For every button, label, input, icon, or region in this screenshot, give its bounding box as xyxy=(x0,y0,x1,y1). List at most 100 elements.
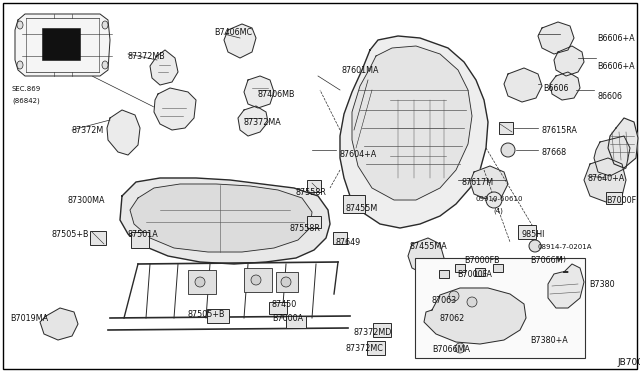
Bar xyxy=(606,192,622,204)
Ellipse shape xyxy=(17,61,23,69)
Polygon shape xyxy=(154,88,196,130)
Polygon shape xyxy=(15,14,110,76)
Text: 87505+B: 87505+B xyxy=(187,310,225,319)
Text: 87455M: 87455M xyxy=(346,204,378,213)
Text: 87617M: 87617M xyxy=(461,178,493,187)
Bar xyxy=(415,258,585,358)
Bar xyxy=(286,316,306,328)
Polygon shape xyxy=(224,24,256,58)
Text: 87063: 87063 xyxy=(432,296,457,305)
Text: N: N xyxy=(492,198,496,202)
Text: B7066MA: B7066MA xyxy=(432,345,470,354)
Circle shape xyxy=(281,277,291,287)
Text: 87450: 87450 xyxy=(272,300,297,309)
Polygon shape xyxy=(550,72,580,100)
Text: 87062: 87062 xyxy=(440,314,465,323)
Text: B7000F: B7000F xyxy=(606,196,636,205)
Text: (4): (4) xyxy=(493,207,503,214)
Circle shape xyxy=(467,297,477,307)
Bar xyxy=(333,232,347,244)
Text: 87455MA: 87455MA xyxy=(410,242,448,251)
Bar xyxy=(244,268,272,292)
Bar xyxy=(207,309,229,323)
Text: B7380: B7380 xyxy=(589,280,614,289)
Text: B7406MC: B7406MC xyxy=(214,28,252,37)
Text: B7000FB: B7000FB xyxy=(464,256,500,265)
Text: JB7004EH: JB7004EH xyxy=(617,358,640,367)
Text: 87640+A: 87640+A xyxy=(587,174,624,183)
Bar xyxy=(343,195,365,213)
Bar xyxy=(455,264,465,272)
Circle shape xyxy=(501,143,515,157)
Polygon shape xyxy=(594,136,630,176)
Bar xyxy=(276,272,298,292)
Polygon shape xyxy=(40,308,78,340)
Text: B7066M: B7066M xyxy=(530,256,563,265)
Polygon shape xyxy=(584,158,626,202)
Text: 86606: 86606 xyxy=(597,92,622,101)
Text: 09910-60610: 09910-60610 xyxy=(476,196,524,202)
Polygon shape xyxy=(608,118,638,168)
Text: 87372MB: 87372MB xyxy=(128,52,166,61)
Text: B7019MA: B7019MA xyxy=(10,314,48,323)
Polygon shape xyxy=(352,46,472,200)
Text: 87372MA: 87372MA xyxy=(244,118,282,127)
Bar xyxy=(131,232,149,248)
Text: B7380+A: B7380+A xyxy=(530,336,568,345)
Bar xyxy=(307,180,321,192)
Bar xyxy=(269,302,287,314)
Text: B7000A: B7000A xyxy=(272,314,303,323)
Polygon shape xyxy=(538,22,574,54)
Polygon shape xyxy=(424,288,526,344)
Ellipse shape xyxy=(102,21,108,29)
Text: 985HI: 985HI xyxy=(521,230,545,239)
Circle shape xyxy=(251,275,261,285)
Polygon shape xyxy=(150,50,178,85)
Text: 87501A: 87501A xyxy=(128,230,159,239)
Bar xyxy=(90,231,106,245)
Polygon shape xyxy=(548,264,584,308)
Text: 08914-7-0201A: 08914-7-0201A xyxy=(537,244,591,250)
Polygon shape xyxy=(340,36,488,228)
Text: 87372MD: 87372MD xyxy=(353,328,392,337)
Text: (4): (4) xyxy=(556,255,566,262)
Polygon shape xyxy=(504,68,542,102)
Text: B7000FA: B7000FA xyxy=(457,270,492,279)
Circle shape xyxy=(529,240,541,252)
Bar xyxy=(42,28,80,60)
Text: 87372M: 87372M xyxy=(72,126,104,135)
Text: B6606+A: B6606+A xyxy=(597,34,635,43)
Bar xyxy=(499,122,513,134)
Text: 87505+B: 87505+B xyxy=(52,230,90,239)
Text: 87558R: 87558R xyxy=(296,188,327,197)
Circle shape xyxy=(195,277,205,287)
Ellipse shape xyxy=(17,21,23,29)
Bar xyxy=(188,270,216,294)
Bar xyxy=(439,270,449,278)
Ellipse shape xyxy=(102,61,108,69)
Circle shape xyxy=(486,192,502,208)
Polygon shape xyxy=(554,46,584,76)
Circle shape xyxy=(449,291,459,301)
Bar xyxy=(493,264,503,272)
Polygon shape xyxy=(120,178,330,264)
Polygon shape xyxy=(408,238,444,274)
Text: 87604+A: 87604+A xyxy=(340,150,377,159)
Text: 87649: 87649 xyxy=(335,238,360,247)
Polygon shape xyxy=(470,166,508,200)
Text: 87406MB: 87406MB xyxy=(258,90,296,99)
Polygon shape xyxy=(238,106,268,136)
Bar xyxy=(367,341,385,355)
Text: SEC.869: SEC.869 xyxy=(12,86,41,92)
Text: B6606+A: B6606+A xyxy=(597,62,635,71)
Bar xyxy=(475,268,485,276)
Bar xyxy=(518,225,536,239)
Circle shape xyxy=(455,343,465,353)
Polygon shape xyxy=(244,76,274,108)
Polygon shape xyxy=(107,110,140,155)
Text: 87615RA: 87615RA xyxy=(541,126,577,135)
Text: (86842): (86842) xyxy=(12,97,40,103)
Text: 87300MA: 87300MA xyxy=(68,196,106,205)
Text: 87372MC: 87372MC xyxy=(346,344,384,353)
Text: 87601MA: 87601MA xyxy=(342,66,380,75)
